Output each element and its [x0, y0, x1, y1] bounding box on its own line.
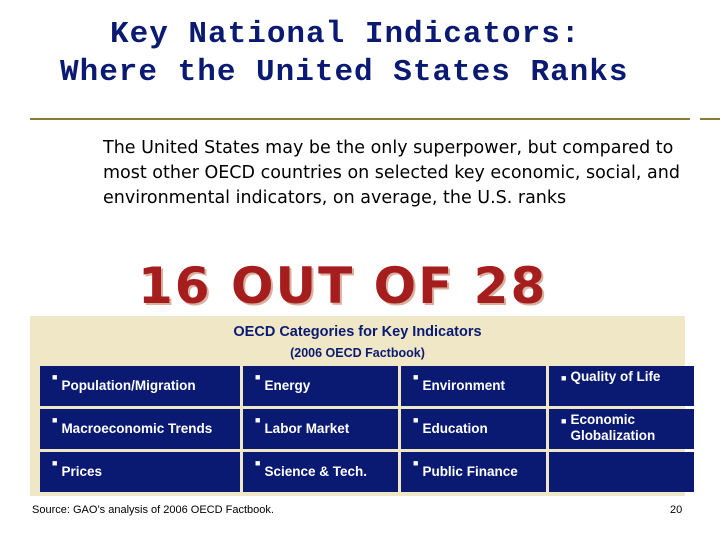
bullet-icon: ■: [413, 458, 419, 468]
source-note: Source: GAO’s analysis of 2006 OECD Fact…: [32, 504, 274, 516]
panel-title: OECD Categories for Key Indicators: [233, 324, 482, 340]
bullet-icon: ■: [255, 415, 261, 425]
title-rule: [30, 118, 690, 120]
bullet-icon: ■: [52, 458, 58, 468]
title-rule-end: [700, 118, 720, 120]
page-number: 20: [670, 504, 683, 516]
title-line-1: Key National Indicators:: [110, 17, 581, 52]
category-cell: ■ Quality of Life: [549, 366, 694, 406]
headline-rank: 16 OUT OF 28: [138, 257, 548, 315]
bullet-icon: ■: [413, 372, 419, 382]
category-cell: ■ Economic Globalization: [549, 409, 694, 449]
bullet-icon: ■: [255, 458, 261, 468]
intro-text: The United States may be the only superp…: [103, 138, 680, 208]
category-cell: ■ Population/Migration: [40, 366, 240, 406]
bullet-icon: ■: [52, 372, 58, 382]
category-cell: ■ Macroeconomic Trends: [40, 409, 240, 449]
category-cell: ■ Science & Tech.: [243, 452, 398, 492]
title-line-2: Where the United States Ranks: [60, 55, 629, 90]
category-cell: ■ Labor Market: [243, 409, 398, 449]
panel-subtitle: (2006 OECD Factbook): [290, 346, 425, 360]
oecd-categories-panel: OECD Categories for Key Indicators (2006…: [30, 316, 694, 496]
category-cell: ■ Environment: [401, 366, 546, 406]
category-cell: ■ Energy: [243, 366, 398, 406]
bullet-icon: ■: [52, 415, 58, 425]
bullet-icon: ■: [413, 415, 419, 425]
category-cell: ■ Prices: [40, 452, 240, 492]
category-cell: ■ Education: [401, 409, 546, 449]
category-cell-empty: [549, 452, 694, 492]
category-cell: ■ Public Finance: [401, 452, 546, 492]
category-grid: ■ Population/Migration ■ Energy ■ Environme…: [40, 366, 694, 494]
slide-title: Key National Indicators: Where the Unite…: [60, 16, 700, 92]
bullet-icon: ■: [561, 416, 567, 426]
bullet-icon: ■: [255, 372, 261, 382]
bullet-icon: ■: [561, 373, 567, 383]
